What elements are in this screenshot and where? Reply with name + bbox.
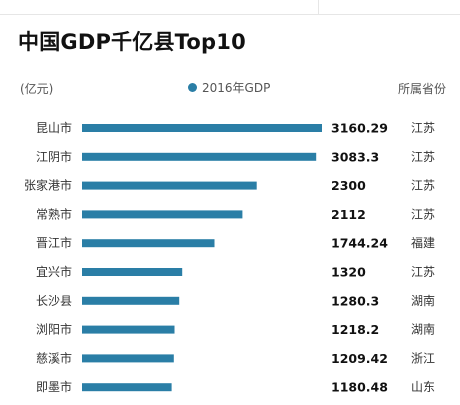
legend-label: 2016年GDP [202,81,271,95]
province-label: 福建 [411,235,435,250]
bar [82,296,180,305]
province-column-header: 所属省份 [398,82,447,96]
province-label: 浙江 [411,351,435,365]
province-label: 湖南 [411,293,435,308]
value-label: 1180.48 [331,380,388,395]
category-label: 长沙县 [36,294,72,308]
province-label: 湖南 [411,322,435,337]
bar [82,124,322,132]
province-label: 江苏 [411,150,435,164]
top-rule [0,0,460,15]
category-label: 张家港市 [24,178,72,193]
category-label: 晋江市 [36,235,72,250]
category-label: 常熟市 [36,206,72,221]
category-label: 昆山市 [36,120,72,135]
category-label: 江阴市 [36,149,72,164]
category-label: 浏阳市 [36,322,72,337]
value-label: 1209.42 [331,351,388,366]
bar [82,325,175,334]
value-label: 2112 [331,207,366,222]
value-label: 3160.29 [331,121,388,136]
bar [82,210,243,219]
province-label: 江苏 [411,265,435,279]
value-label: 1320 [331,265,366,280]
legend: 2016年GDP [188,79,270,96]
province-label: 山东 [411,380,435,394]
bar [82,383,172,392]
category-label: 即墨市 [36,379,72,394]
province-label: 江苏 [411,207,435,221]
value-label: 2300 [331,178,366,193]
legend-dot [188,83,197,92]
category-label: 宜兴市 [36,264,72,279]
bar [82,354,174,363]
bar [82,152,317,161]
chart-title: 中国GDP千亿县Top10 [18,30,246,54]
value-label: 1218.2 [331,322,379,337]
province-label: 江苏 [411,121,435,135]
value-label: 3083.3 [331,149,379,164]
category-label: 慈溪市 [36,350,72,365]
bar [82,181,257,190]
value-label: 1744.24 [331,236,388,251]
bar [82,268,183,276]
value-label: 1280.3 [331,293,379,308]
province-label: 江苏 [411,179,435,193]
unit-label: (亿元) [20,82,54,96]
bar [82,239,215,248]
top-rule-tick [318,0,319,14]
